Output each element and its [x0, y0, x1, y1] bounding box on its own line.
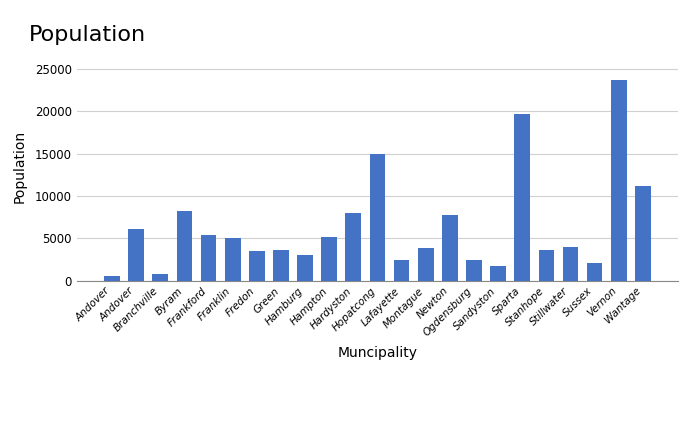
Bar — [104, 276, 120, 281]
Bar — [273, 250, 289, 281]
Bar — [514, 114, 530, 281]
Bar — [152, 273, 168, 281]
Bar — [466, 260, 482, 281]
Bar — [611, 80, 626, 281]
Bar — [225, 238, 240, 281]
Bar — [563, 247, 578, 281]
X-axis label: Muncipality: Muncipality — [338, 346, 417, 360]
Bar — [345, 213, 361, 281]
Bar — [442, 215, 458, 281]
Bar — [490, 266, 506, 281]
Text: Population: Population — [29, 25, 146, 45]
Bar — [418, 248, 433, 281]
Y-axis label: Population: Population — [13, 130, 27, 203]
Bar — [370, 154, 385, 281]
Bar — [249, 251, 265, 281]
Bar — [129, 229, 144, 281]
Bar — [394, 260, 410, 281]
Bar — [177, 211, 192, 281]
Bar — [586, 263, 603, 281]
Bar — [635, 186, 651, 281]
Bar — [538, 250, 554, 281]
Bar — [201, 235, 217, 281]
Bar — [322, 237, 337, 281]
Bar — [297, 254, 313, 281]
